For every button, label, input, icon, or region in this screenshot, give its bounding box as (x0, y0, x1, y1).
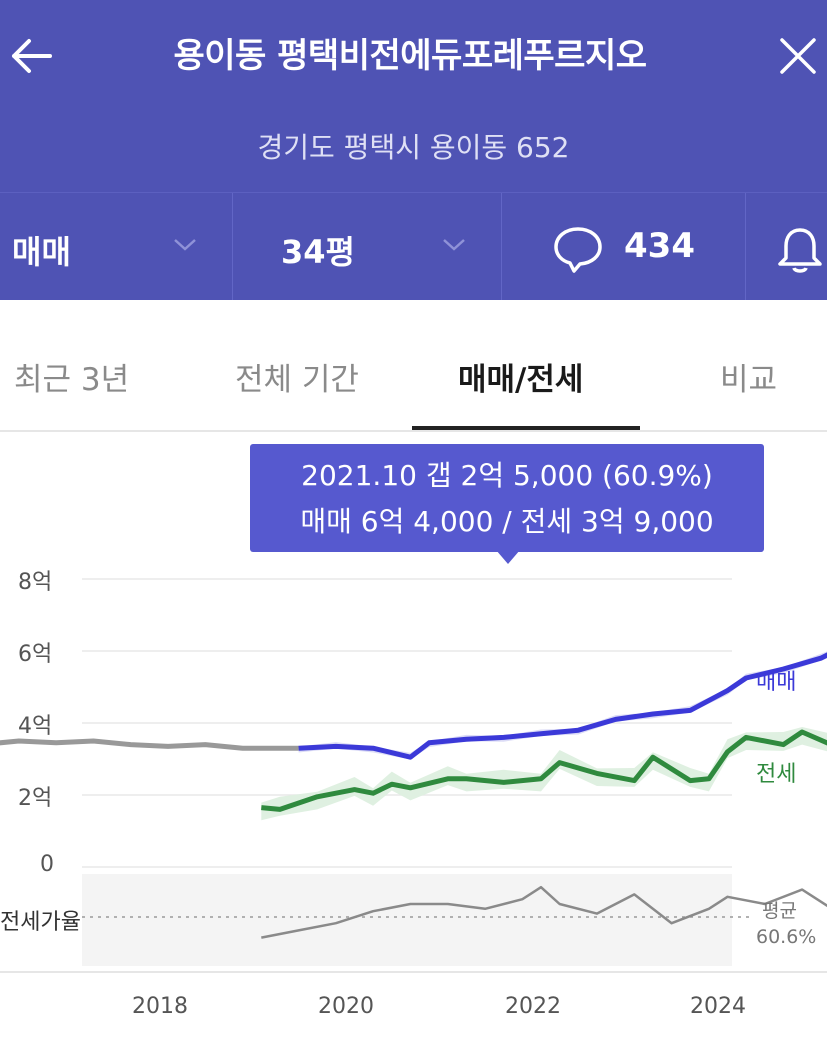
tab-recent-3y[interactable]: 최근 3년 (14, 362, 130, 398)
tooltip-gap-line: 2021.10 갭 2억 5,000 (60.9%) (301, 459, 713, 492)
jeonse-price-line (261, 729, 827, 812)
tab-sale-jeonse[interactable]: 매매/전세 (458, 362, 584, 398)
area-label: 34평 (281, 233, 355, 271)
filter-divider (501, 193, 502, 300)
chart-tooltip: 2021.10 갭 2억 5,000 (60.9%) 매매 6억 4,000 /… (250, 444, 764, 552)
price-chart[interactable] (0, 560, 827, 1060)
y-tick-label: 2억 (18, 786, 53, 811)
series-label-sale: 매매 (756, 670, 797, 695)
average-label: 평균 (762, 900, 797, 922)
address-text: 경기도 평택시 용이동 652 (257, 131, 570, 164)
y-tick-label: 4억 (18, 714, 53, 739)
y-tick-label: 6억 (18, 642, 53, 667)
bell-icon[interactable] (774, 224, 826, 276)
sale-price-line (298, 652, 827, 760)
speech-bubble-icon[interactable] (552, 224, 604, 274)
deal-type-label: 매매 (12, 233, 71, 271)
past-price-line (0, 738, 299, 751)
chevron-down-icon (443, 239, 465, 251)
filter-divider (745, 193, 746, 300)
area-select[interactable]: 34평 (233, 193, 501, 300)
tab-compare[interactable]: 비교 (720, 362, 778, 398)
ratio-band (82, 874, 732, 966)
x-tick-label: 2022 (505, 994, 561, 1019)
comment-count[interactable]: 434 (624, 226, 695, 266)
app-header: 용이동 평택비전에듀포레푸르지오 경기도 평택시 용이동 652 (0, 0, 827, 192)
filter-bar: 매매 34평 (0, 192, 827, 300)
series-label-jeonse: 전세 (756, 762, 797, 787)
arrow-left-icon[interactable] (8, 34, 56, 78)
y-tick-label: 0 (40, 852, 54, 877)
close-icon[interactable] (776, 34, 820, 78)
average-value: 60.6% (756, 926, 817, 948)
jeonse-ratio-line (261, 885, 827, 939)
page-title: 용이동 평택비전에듀포레푸르지오 (173, 36, 647, 76)
tooltip-pointer (496, 550, 520, 564)
y-tick-label: 8억 (18, 570, 53, 595)
deal-type-select[interactable]: 매매 (0, 193, 232, 300)
tab-all-period[interactable]: 전체 기간 (235, 362, 359, 398)
ratio-axis-label: 전세가율 (0, 910, 81, 935)
x-tick-label: 2018 (132, 994, 188, 1019)
period-tabs: 최근 3년 전체 기간 매매/전세 비교 (0, 300, 827, 432)
chevron-down-icon (174, 239, 196, 251)
tooltip-price-line: 매매 6억 4,000 / 전세 3억 9,000 (300, 505, 714, 538)
x-tick-label: 2024 (690, 994, 746, 1019)
active-tab-indicator (412, 426, 640, 430)
filter-divider (232, 193, 233, 300)
x-tick-label: 2020 (318, 994, 374, 1019)
